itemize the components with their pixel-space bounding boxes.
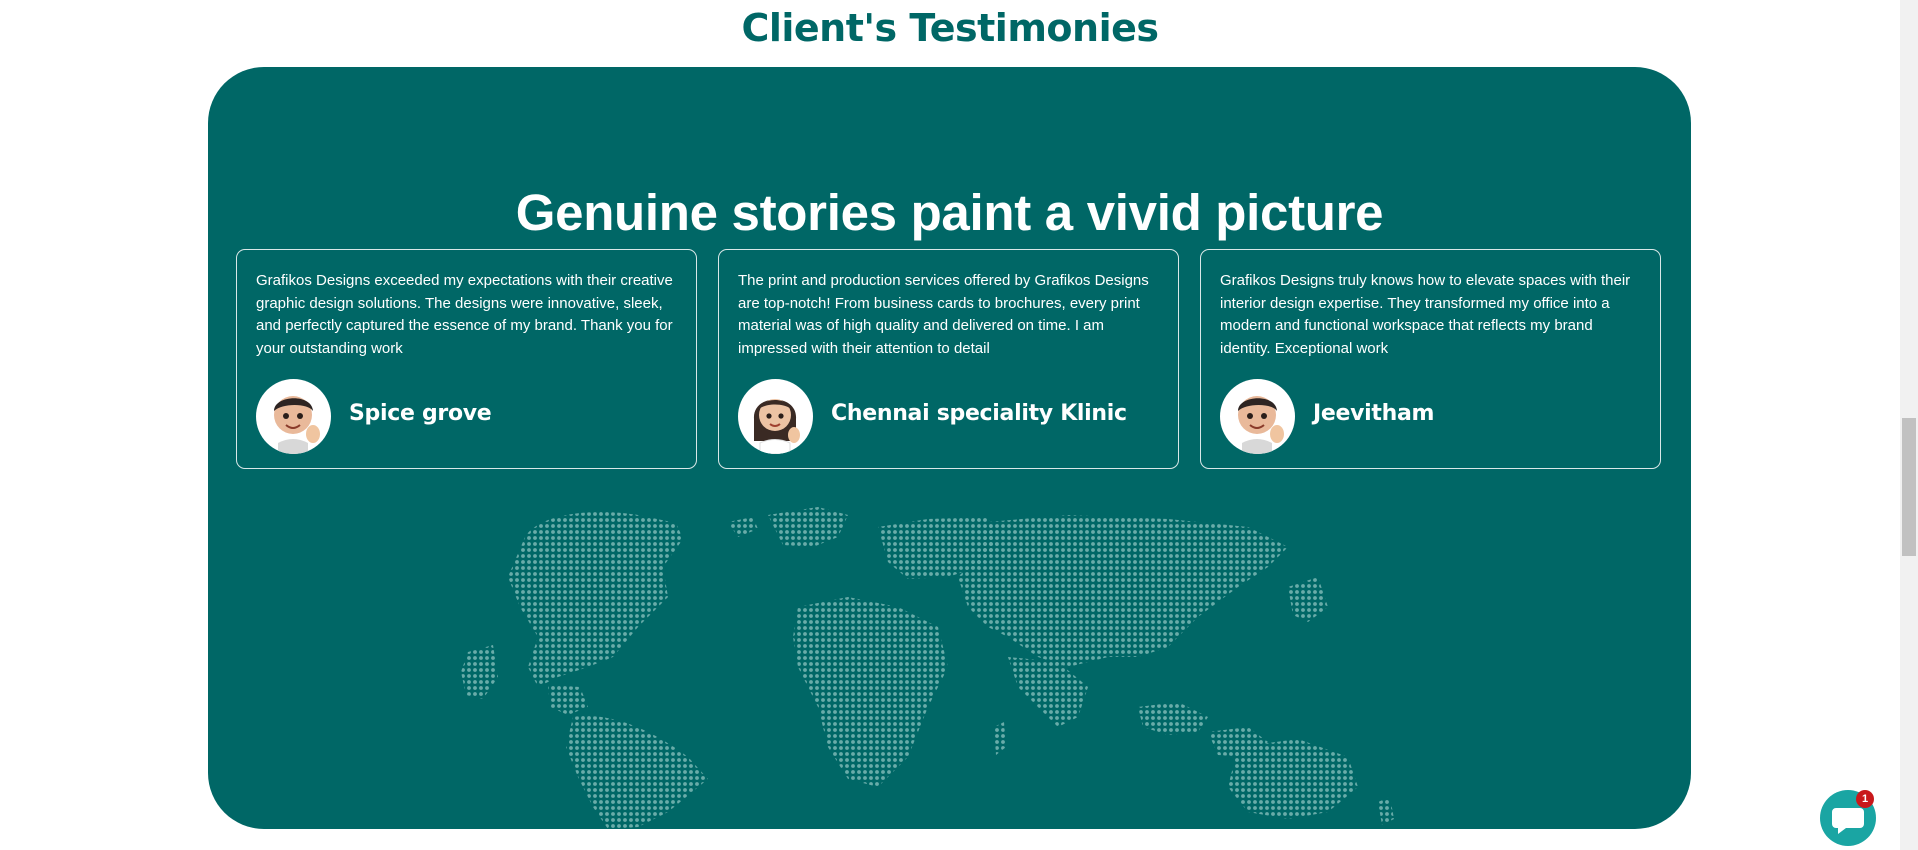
testimonial-card-2: The print and production services offere… bbox=[718, 249, 1179, 469]
memoji-boy-thumbs-up-icon bbox=[1220, 379, 1295, 454]
memoji-girl-thumbs-up-icon bbox=[738, 379, 813, 454]
testimonial-card-3: Grafikos Designs truly knows how to elev… bbox=[1200, 249, 1661, 469]
chat-notification-badge: 1 bbox=[1856, 790, 1874, 808]
testimonial-name: Chennai speciality Klinic bbox=[831, 401, 1127, 426]
page-scrollbar[interactable] bbox=[1900, 0, 1918, 850]
scrollbar-thumb[interactable] bbox=[1902, 418, 1916, 556]
chat-bubble-icon bbox=[1832, 808, 1864, 834]
memoji-boy-thumbs-up-icon bbox=[256, 379, 331, 454]
testimonial-name: Spice grove bbox=[349, 401, 492, 426]
testimonial-name: Jeevitham bbox=[1313, 401, 1435, 426]
testimonial-text: The print and production services offere… bbox=[738, 272, 1149, 357]
testimonial-text: Grafikos Designs truly knows how to elev… bbox=[1220, 272, 1631, 357]
testimonials-panel: Genuine stories paint a vivid picture Gr… bbox=[208, 67, 1691, 829]
section-title: Client's Testimonies bbox=[741, 6, 1159, 50]
world-map-dots bbox=[461, 507, 1394, 829]
testimonial-text: Grafikos Designs exceeded my expectation… bbox=[256, 272, 673, 357]
panel-heading: Genuine stories paint a vivid picture bbox=[515, 184, 1384, 241]
testimonial-card-1: Grafikos Designs exceeded my expectation… bbox=[236, 249, 697, 469]
